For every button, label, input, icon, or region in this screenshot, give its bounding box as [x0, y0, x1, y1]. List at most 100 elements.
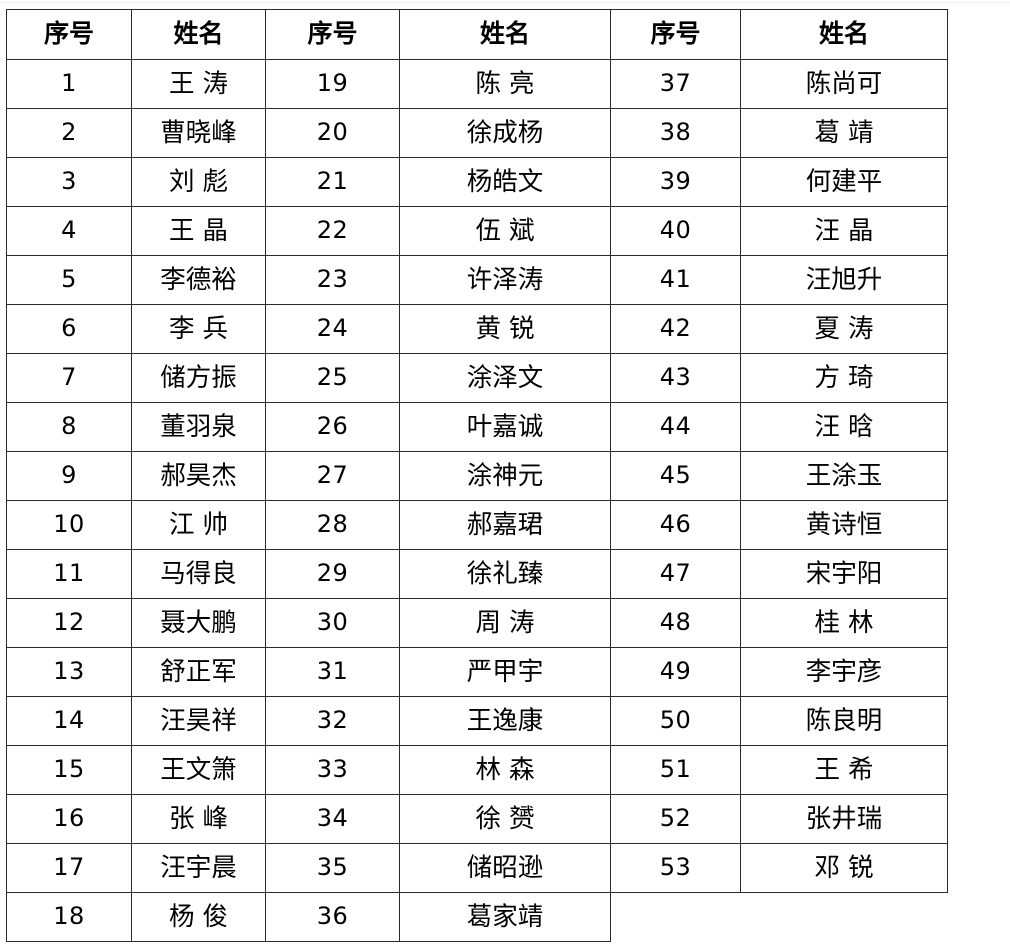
table-row: 8 董羽泉 26 叶嘉诚 44 汪 晗 [6, 402, 948, 452]
cell-index: 19 [265, 59, 400, 109]
cell-index: 52 [610, 794, 741, 844]
table-row: 15 王文箫 33 林 森 51 王 希 [6, 745, 948, 795]
cell-index: 34 [265, 794, 400, 844]
cell-name: 许泽涛 [399, 255, 611, 305]
cell-index: 11 [6, 549, 132, 599]
cell-name: 陈 亮 [399, 59, 611, 109]
cell-index: 9 [6, 451, 132, 501]
cell-index: 46 [610, 500, 741, 550]
cell-name: 邓 锐 [740, 843, 948, 893]
cell-name: 张井瑞 [740, 794, 948, 844]
cell-index: 47 [610, 549, 741, 599]
table-header-row: 序号 姓名 序号 姓名 序号 姓名 [6, 9, 948, 60]
cell-index: 10 [6, 500, 132, 550]
cell-index: 28 [265, 500, 400, 550]
cell-index: 30 [265, 598, 400, 648]
column-header-index-3: 序号 [610, 9, 741, 60]
cell-index: 29 [265, 549, 400, 599]
cell-name: 陈尚可 [740, 59, 948, 109]
cell-index: 5 [6, 255, 132, 305]
cell-index: 45 [610, 451, 741, 501]
cell-index: 21 [265, 157, 400, 207]
table-row: 18 杨 俊 36 葛家靖 [6, 892, 948, 942]
cell-index: 13 [6, 647, 132, 697]
cell-index: 51 [610, 745, 741, 795]
cell-index: 20 [265, 108, 400, 158]
cell-name: 张 峰 [131, 794, 266, 844]
cell-index: 25 [265, 353, 400, 403]
cell-name: 汪昊祥 [131, 696, 266, 746]
cell-name: 黄诗恒 [740, 500, 948, 550]
table-row: 5 李德裕 23 许泽涛 41 汪旭升 [6, 255, 948, 305]
cell-index: 40 [610, 206, 741, 256]
table-row: 11 马得良 29 徐礼臻 47 宋宇阳 [6, 549, 948, 599]
column-header-index-1: 序号 [6, 9, 132, 60]
cell-index: 33 [265, 745, 400, 795]
cell-index: 15 [6, 745, 132, 795]
cell-index: 24 [265, 304, 400, 354]
cell-index: 38 [610, 108, 741, 158]
cell-name: 陈良明 [740, 696, 948, 746]
table-row: 13 舒正军 31 严甲宇 49 李宇彦 [6, 647, 948, 697]
cell-index: 53 [610, 843, 741, 893]
cell-name: 方 琦 [740, 353, 948, 403]
column-header-name-2: 姓名 [399, 9, 611, 60]
cell-index: 17 [6, 843, 132, 893]
cell-name: 涂神元 [399, 451, 611, 501]
cell-name: 王逸康 [399, 696, 611, 746]
cell-index: 14 [6, 696, 132, 746]
cell-name: 王 晶 [131, 206, 266, 256]
cell-name: 王 希 [740, 745, 948, 795]
cell-index: 1 [6, 59, 132, 109]
cell-index: 36 [265, 892, 400, 942]
cell-name: 徐礼臻 [399, 549, 611, 599]
cell-name: 周 涛 [399, 598, 611, 648]
cell-name: 董羽泉 [131, 402, 266, 452]
cell-name: 杨 俊 [131, 892, 266, 942]
cell-name: 舒正军 [131, 647, 266, 697]
cell-index: 23 [265, 255, 400, 305]
cell-name: 储方振 [131, 353, 266, 403]
cell-name: 黄 锐 [399, 304, 611, 354]
cell-name: 林 森 [399, 745, 611, 795]
cell-index: 32 [265, 696, 400, 746]
cell-name: 葛家靖 [399, 892, 611, 942]
cell-index: 35 [265, 843, 400, 893]
cell-index: 12 [6, 598, 132, 648]
cell-name: 汪旭升 [740, 255, 948, 305]
cell-index: 27 [265, 451, 400, 501]
cell-name: 王涂玉 [740, 451, 948, 501]
cell-index: 3 [6, 157, 132, 207]
cell-index: 4 [6, 206, 132, 256]
cell-name: 徐成杨 [399, 108, 611, 158]
cell-index: 8 [6, 402, 132, 452]
cell-name: 夏 涛 [740, 304, 948, 354]
cell-index: 42 [610, 304, 741, 354]
cell-index: 7 [6, 353, 132, 403]
cell-name: 曹晓峰 [131, 108, 266, 158]
cell-index: 41 [610, 255, 741, 305]
cell-index: 2 [6, 108, 132, 158]
cell-name: 徐 赟 [399, 794, 611, 844]
cell-index: 26 [265, 402, 400, 452]
cell-index: 44 [610, 402, 741, 452]
table-row: 12 聂大鹏 30 周 涛 48 桂 林 [6, 598, 948, 648]
cell-index: 48 [610, 598, 741, 648]
cell-name: 李 兵 [131, 304, 266, 354]
cell-name: 王 涛 [131, 59, 266, 109]
cell-name: 葛 靖 [740, 108, 948, 158]
cell-index-empty [610, 892, 741, 942]
table-row: 10 江 帅 28 郝嘉珺 46 黄诗恒 [6, 500, 948, 550]
cell-name: 汪 晶 [740, 206, 948, 256]
cell-index: 37 [610, 59, 741, 109]
cell-index: 18 [6, 892, 132, 942]
cell-name: 马得良 [131, 549, 266, 599]
scan-edge-artifact [0, 2, 1010, 3]
cell-name: 储昭逊 [399, 843, 611, 893]
cell-name: 汪宇晨 [131, 843, 266, 893]
